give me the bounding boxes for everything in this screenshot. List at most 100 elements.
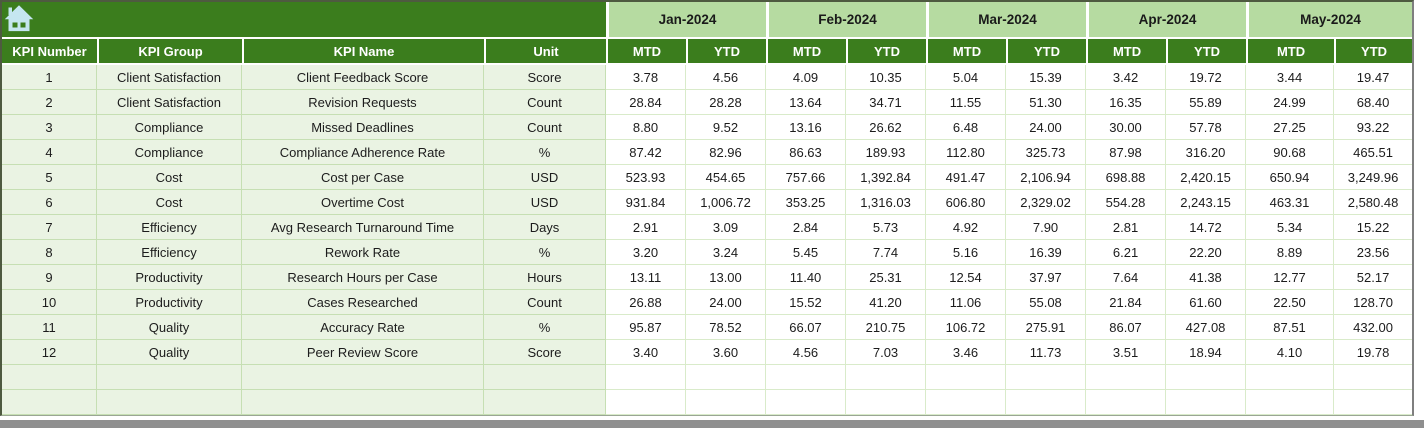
value-cell[interactable]: 87.51 <box>1246 315 1335 340</box>
kpi-group-cell[interactable]: Compliance <box>97 115 242 140</box>
empty-value-cell[interactable] <box>926 365 1007 390</box>
value-cell[interactable]: 3.78 <box>606 65 686 90</box>
value-cell[interactable]: 41.38 <box>1166 265 1247 290</box>
value-cell[interactable]: 4.92 <box>926 215 1007 240</box>
value-cell[interactable]: 30.00 <box>1086 115 1167 140</box>
value-cell[interactable]: 13.00 <box>686 265 767 290</box>
value-cell[interactable]: 427.08 <box>1166 315 1247 340</box>
value-cell[interactable]: 86.63 <box>766 140 847 165</box>
value-cell[interactable]: 523.93 <box>606 165 686 190</box>
value-cell[interactable]: 19.47 <box>1334 65 1413 90</box>
value-cell[interactable]: 8.80 <box>606 115 686 140</box>
kpi-number-cell[interactable]: 3 <box>2 115 97 140</box>
value-cell[interactable]: 22.20 <box>1166 240 1247 265</box>
subcol-mar-mtd[interactable]: MTD <box>926 39 1007 65</box>
empty-value-cell[interactable] <box>1334 365 1413 390</box>
value-cell[interactable]: 554.28 <box>1086 190 1167 215</box>
value-cell[interactable]: 11.55 <box>926 90 1007 115</box>
kpi-name-cell[interactable]: Cost per Case <box>242 165 484 190</box>
value-cell[interactable]: 3.40 <box>606 340 686 365</box>
empty-kpi-cell[interactable] <box>242 365 484 390</box>
value-cell[interactable]: 87.42 <box>606 140 686 165</box>
value-cell[interactable]: 5.34 <box>1246 215 1335 240</box>
value-cell[interactable]: 4.10 <box>1246 340 1335 365</box>
subcol-apr-ytd[interactable]: YTD <box>1166 39 1247 65</box>
month-header-feb-2024[interactable]: Feb-2024 <box>766 2 927 39</box>
empty-value-cell[interactable] <box>686 365 767 390</box>
kpi-group-cell[interactable]: Cost <box>97 190 242 215</box>
empty-value-cell[interactable] <box>686 390 767 415</box>
value-cell[interactable]: 3,249.96 <box>1334 165 1413 190</box>
subcol-jan-ytd[interactable]: YTD <box>686 39 767 65</box>
empty-kpi-cell[interactable] <box>2 390 97 415</box>
value-cell[interactable]: 11.73 <box>1006 340 1087 365</box>
value-cell[interactable]: 698.88 <box>1086 165 1167 190</box>
empty-value-cell[interactable] <box>606 365 686 390</box>
empty-value-cell[interactable] <box>1006 390 1087 415</box>
month-header-mar-2024[interactable]: Mar-2024 <box>926 2 1087 39</box>
unit-cell[interactable]: USD <box>484 190 606 215</box>
value-cell[interactable]: 3.60 <box>686 340 767 365</box>
value-cell[interactable]: 4.09 <box>766 65 847 90</box>
kpi-name-cell[interactable]: Accuracy Rate <box>242 315 484 340</box>
col-header-unit[interactable]: Unit <box>484 39 606 65</box>
empty-kpi-cell[interactable] <box>484 365 606 390</box>
value-cell[interactable]: 12.54 <box>926 265 1007 290</box>
value-cell[interactable]: 13.16 <box>766 115 847 140</box>
value-cell[interactable]: 650.94 <box>1246 165 1335 190</box>
value-cell[interactable]: 275.91 <box>1006 315 1087 340</box>
value-cell[interactable]: 463.31 <box>1246 190 1335 215</box>
value-cell[interactable]: 3.20 <box>606 240 686 265</box>
value-cell[interactable]: 316.20 <box>1166 140 1247 165</box>
value-cell[interactable]: 86.07 <box>1086 315 1167 340</box>
kpi-group-cell[interactable]: Cost <box>97 165 242 190</box>
value-cell[interactable]: 189.93 <box>846 140 927 165</box>
kpi-group-cell[interactable]: Productivity <box>97 265 242 290</box>
col-header-kpi-number[interactable]: KPI Number <box>2 39 97 65</box>
value-cell[interactable]: 16.39 <box>1006 240 1087 265</box>
subcol-may-ytd[interactable]: YTD <box>1334 39 1413 65</box>
kpi-name-cell[interactable]: Research Hours per Case <box>242 265 484 290</box>
value-cell[interactable]: 2,329.02 <box>1006 190 1087 215</box>
subcol-feb-mtd[interactable]: MTD <box>766 39 847 65</box>
value-cell[interactable]: 432.00 <box>1334 315 1413 340</box>
value-cell[interactable]: 7.90 <box>1006 215 1087 240</box>
value-cell[interactable]: 11.06 <box>926 290 1007 315</box>
value-cell[interactable]: 26.88 <box>606 290 686 315</box>
kpi-number-cell[interactable]: 10 <box>2 290 97 315</box>
value-cell[interactable]: 52.17 <box>1334 265 1413 290</box>
value-cell[interactable]: 87.98 <box>1086 140 1167 165</box>
value-cell[interactable]: 454.65 <box>686 165 767 190</box>
kpi-group-cell[interactable]: Client Satisfaction <box>97 90 242 115</box>
value-cell[interactable]: 26.62 <box>846 115 927 140</box>
value-cell[interactable]: 606.80 <box>926 190 1007 215</box>
value-cell[interactable]: 1,316.03 <box>846 190 927 215</box>
kpi-number-cell[interactable]: 7 <box>2 215 97 240</box>
unit-cell[interactable]: Count <box>484 290 606 315</box>
kpi-group-cell[interactable]: Productivity <box>97 290 242 315</box>
value-cell[interactable]: 13.11 <box>606 265 686 290</box>
value-cell[interactable]: 55.08 <box>1006 290 1087 315</box>
value-cell[interactable]: 11.40 <box>766 265 847 290</box>
unit-cell[interactable]: Score <box>484 340 606 365</box>
value-cell[interactable]: 5.04 <box>926 65 1007 90</box>
kpi-number-cell[interactable]: 2 <box>2 90 97 115</box>
kpi-number-cell[interactable]: 6 <box>2 190 97 215</box>
value-cell[interactable]: 210.75 <box>846 315 927 340</box>
kpi-name-cell[interactable]: Avg Research Turnaround Time <box>242 215 484 240</box>
col-header-kpi-name[interactable]: KPI Name <box>242 39 484 65</box>
empty-value-cell[interactable] <box>926 390 1007 415</box>
value-cell[interactable]: 6.48 <box>926 115 1007 140</box>
empty-value-cell[interactable] <box>766 365 847 390</box>
value-cell[interactable]: 14.72 <box>1166 215 1247 240</box>
value-cell[interactable]: 2.91 <box>606 215 686 240</box>
value-cell[interactable]: 28.28 <box>686 90 767 115</box>
value-cell[interactable]: 19.78 <box>1334 340 1413 365</box>
value-cell[interactable]: 1,392.84 <box>846 165 927 190</box>
empty-value-cell[interactable] <box>1246 390 1335 415</box>
subcol-jan-mtd[interactable]: MTD <box>606 39 686 65</box>
value-cell[interactable]: 57.78 <box>1166 115 1247 140</box>
kpi-name-cell[interactable]: Rework Rate <box>242 240 484 265</box>
value-cell[interactable]: 78.52 <box>686 315 767 340</box>
empty-value-cell[interactable] <box>1334 390 1413 415</box>
